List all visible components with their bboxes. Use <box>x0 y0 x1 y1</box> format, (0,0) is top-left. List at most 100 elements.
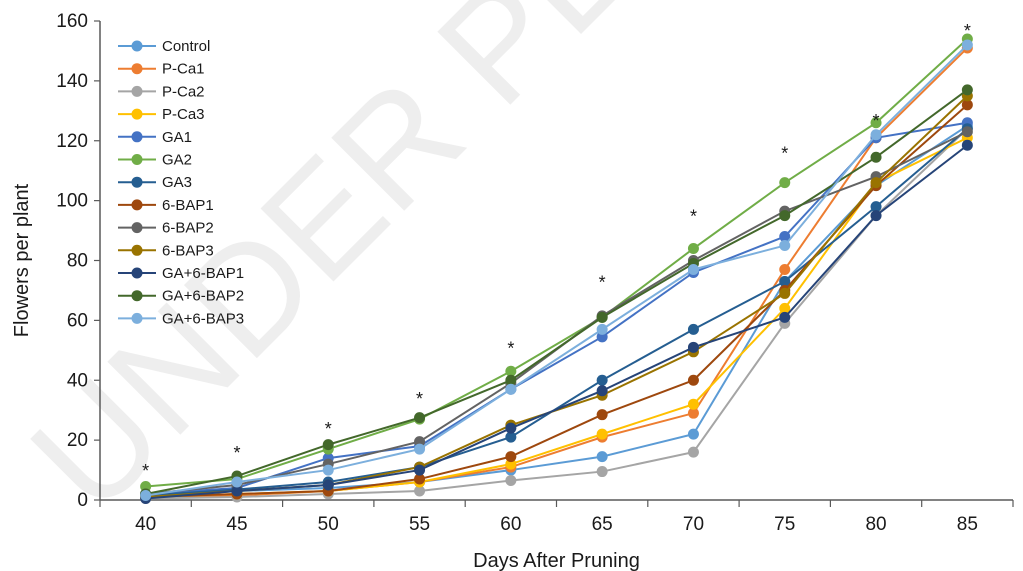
data-point <box>687 398 699 410</box>
legend-label: GA1 <box>162 129 192 146</box>
x-tick-label: 80 <box>865 514 886 535</box>
y-tick-label: 140 <box>56 71 88 92</box>
legend-marker <box>131 154 143 165</box>
data-point <box>231 485 243 497</box>
legend-marker <box>131 131 143 143</box>
data-point <box>779 263 791 275</box>
legend-marker <box>131 199 143 211</box>
legend-label: GA2 <box>162 152 192 169</box>
data-point <box>414 443 426 455</box>
series-line <box>145 144 968 500</box>
data-point <box>322 479 334 491</box>
y-axis-title: Flowers per plant <box>11 183 33 337</box>
significance-star: * <box>416 389 423 409</box>
data-point <box>779 231 791 243</box>
legend-entry: GA+6-BAP2 <box>118 288 244 305</box>
legend-entry: GA+6-BAP1 <box>118 265 244 282</box>
series-ga-6-bap1 <box>140 139 973 505</box>
data-point <box>322 464 334 476</box>
significance-star: * <box>690 207 697 227</box>
axes: 0 20 40 60 80 100 120 140 160 40 45 50 55 60 65 70 75 80 8… <box>56 11 1014 535</box>
data-point <box>140 490 152 502</box>
y-tick-label: 0 <box>77 490 88 511</box>
data-point <box>779 240 791 252</box>
x-tick-label: 40 <box>135 514 156 535</box>
legend-entry: GA3 <box>118 174 192 191</box>
x-axis-title: Days After Pruning <box>473 550 640 571</box>
y-tick-label: 120 <box>56 131 88 152</box>
legend-entry: 6-BAP3 <box>118 242 214 259</box>
legend-marker <box>131 40 143 52</box>
legend-entry: 6-BAP1 <box>118 197 214 214</box>
x-tick-label: 55 <box>409 514 430 535</box>
data-point <box>687 341 699 353</box>
x-tick-label: 45 <box>226 514 247 535</box>
legend-entry: GA2 <box>118 152 192 169</box>
y-tick-label: 20 <box>67 430 88 451</box>
legend-marker <box>131 312 143 324</box>
series-layer <box>140 33 973 505</box>
data-point <box>870 129 882 141</box>
legend-marker <box>131 222 143 234</box>
legend-label: P-Ca2 <box>162 83 205 100</box>
data-point <box>961 84 973 96</box>
significance-star: * <box>599 272 606 292</box>
x-tick-label: 65 <box>592 514 613 535</box>
data-point <box>687 446 699 458</box>
data-point <box>505 451 517 463</box>
data-point <box>596 466 608 478</box>
legend-label: GA+6-BAP1 <box>162 265 244 282</box>
y-tick-label: 160 <box>56 11 88 32</box>
data-point <box>779 210 791 222</box>
data-point <box>596 428 608 440</box>
data-point <box>779 177 791 189</box>
legend-label: P-Ca1 <box>162 61 205 78</box>
significance-star: * <box>142 461 149 481</box>
data-point <box>596 385 608 397</box>
data-point <box>596 311 608 323</box>
legend-label: GA+6-BAP3 <box>162 310 244 327</box>
data-point <box>687 263 699 275</box>
data-point <box>779 311 791 323</box>
data-point <box>779 302 791 314</box>
data-point <box>961 99 973 111</box>
legend-marker <box>131 108 143 120</box>
significance-star: * <box>873 111 880 131</box>
legend-entry: 6-BAP2 <box>118 220 214 237</box>
data-point <box>414 412 426 424</box>
series-line <box>145 38 969 488</box>
data-point <box>505 422 517 434</box>
significance-star: * <box>964 21 971 41</box>
legend-label: GA+6-BAP2 <box>162 288 244 305</box>
data-point <box>322 439 334 451</box>
data-point <box>596 451 608 463</box>
legend-marker <box>131 63 143 75</box>
data-point <box>414 464 426 476</box>
data-point <box>414 473 426 485</box>
x-tick-label: 75 <box>774 514 795 535</box>
data-point <box>231 476 243 488</box>
significance-star: * <box>781 144 788 164</box>
data-point <box>779 275 791 287</box>
series-line <box>145 89 968 495</box>
data-point <box>687 428 699 440</box>
data-point <box>687 374 699 386</box>
data-point <box>961 39 973 51</box>
legend-entry: P-Ca3 <box>118 106 205 123</box>
legend-label: GA3 <box>162 174 192 191</box>
y-tick-label: 80 <box>67 251 88 272</box>
data-point <box>505 431 517 443</box>
legend-entry: GA1 <box>118 129 192 146</box>
significance-marks: * * * * * * * * * * <box>142 21 971 481</box>
x-tick-label: 50 <box>318 514 339 535</box>
y-tick-label: 40 <box>67 370 88 391</box>
significance-star: * <box>233 443 240 463</box>
legend-entry: Control <box>118 38 210 55</box>
legend-label: 6-BAP2 <box>162 220 214 237</box>
significance-star: * <box>507 338 514 358</box>
data-point <box>505 374 517 386</box>
data-point <box>505 365 517 377</box>
y-tick-label: 100 <box>56 191 88 212</box>
